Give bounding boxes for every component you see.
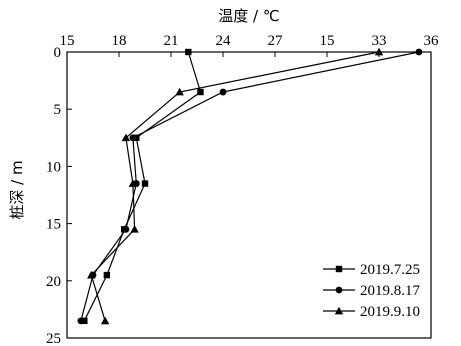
data-point	[185, 48, 192, 56]
y-axis: 0 5 10 15 20 25	[46, 45, 72, 346]
data-point	[133, 134, 140, 141]
x-tick-label: 33	[372, 33, 387, 49]
data-point	[415, 48, 423, 56]
data-point	[103, 271, 111, 279]
data-point	[100, 316, 110, 325]
data-point	[141, 180, 149, 187]
y-tick-label: 0	[54, 45, 62, 61]
legend-label: 2019.7.25	[360, 262, 420, 278]
legend-label: 2019.9.10	[360, 304, 420, 320]
y-tick-label: 15	[46, 217, 61, 233]
data-point	[77, 317, 85, 325]
series-layer	[77, 47, 423, 325]
x-tick-label: 15	[60, 33, 75, 49]
plot-frame	[66, 51, 432, 339]
x-tick-label: 21	[164, 33, 179, 49]
legend-marker	[335, 286, 343, 294]
series-triangle	[87, 47, 384, 325]
x-axis: 15 18 21 24 27 15 33 36	[60, 33, 440, 57]
x-tick-label: 24	[216, 33, 232, 49]
data-point	[87, 270, 96, 279]
legend: 2019.7.25 2019.8.17 2019.9.10	[323, 262, 421, 320]
y-tick-label: 25	[46, 331, 61, 346]
x-tick-label: 18	[112, 33, 127, 49]
data-point	[374, 47, 384, 56]
legend-item: 2019.7.25	[323, 262, 420, 278]
data-point	[128, 179, 138, 187]
data-point	[81, 317, 88, 325]
legend-marker	[335, 265, 343, 273]
legend-label: 2019.8.17	[360, 283, 421, 299]
data-point	[197, 88, 204, 96]
data-point	[175, 87, 184, 96]
data-point	[121, 133, 131, 142]
x-axis-title: 温度 / ℃	[218, 7, 279, 25]
x-tick-label: 15	[320, 33, 335, 49]
y-tick-label: 10	[46, 159, 61, 175]
legend-item: 2019.9.10	[323, 304, 420, 320]
y-tick-label: 20	[46, 274, 61, 290]
y-axis-title: 桩深 / m	[8, 160, 26, 219]
data-point	[129, 134, 137, 142]
series-square	[81, 48, 204, 325]
x-tick-label: 36	[424, 33, 440, 49]
legend-item: 2019.8.17	[323, 283, 421, 299]
y-tick-label: 5	[54, 102, 62, 118]
data-point	[219, 88, 227, 96]
data-point	[122, 225, 130, 233]
x-tick-label: 27	[268, 33, 284, 49]
legend-marker	[334, 306, 344, 315]
data-point	[130, 225, 139, 233]
